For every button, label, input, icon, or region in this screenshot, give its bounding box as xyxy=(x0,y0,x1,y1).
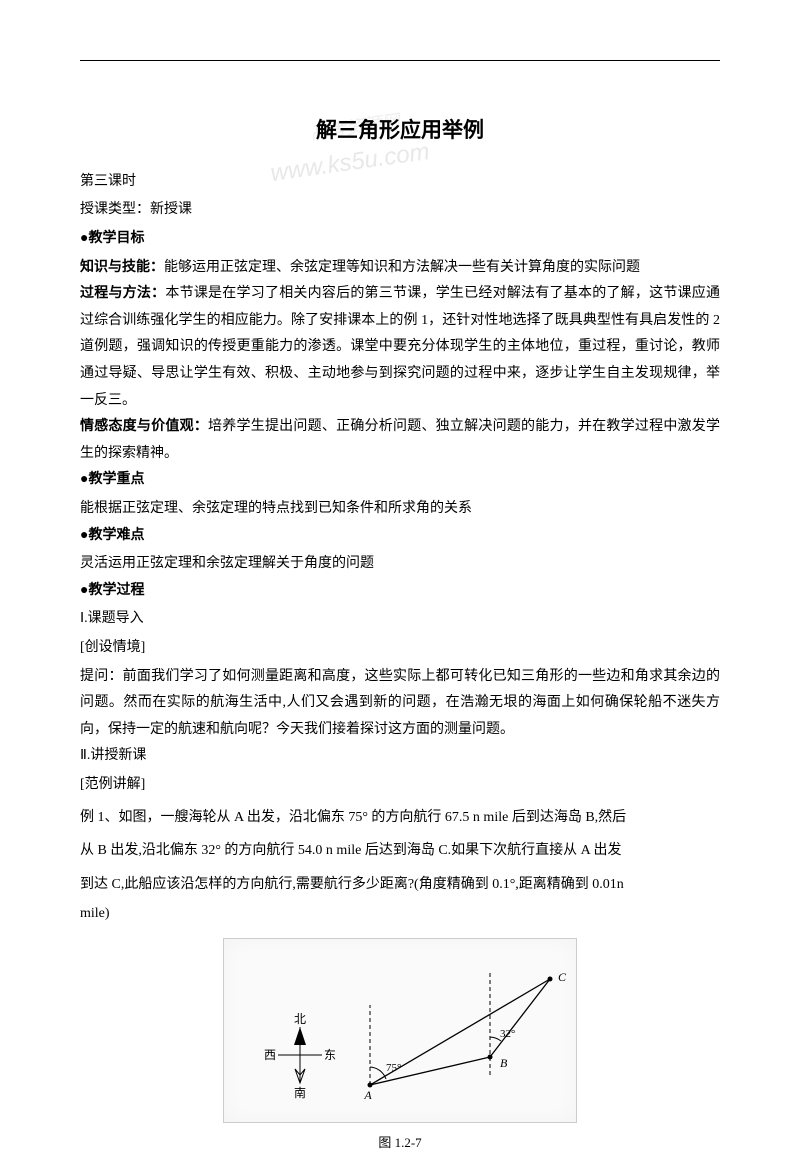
figure-caption: 图 1.2-7 xyxy=(80,1131,720,1155)
process-part1-num: Ⅰ.课题导入 xyxy=(80,606,720,633)
top-rule xyxy=(80,60,720,61)
svg-text:西: 西 xyxy=(264,1048,276,1062)
example-line3: 到达 C,此船应该沿怎样的方向航行,需要航行多少距离?(角度精确到 0.1°,距… xyxy=(80,868,720,902)
svg-text:南: 南 xyxy=(294,1085,306,1100)
course-type: 授课类型：新授课 xyxy=(80,197,720,224)
goal-attitude: 情感态度与价值观：培养学生提出问题、正确分析问题、独立解决问题的能力，并在教学过… xyxy=(80,414,720,467)
section-keypoint-header: ●教学重点 xyxy=(80,467,720,494)
process-part2-num: Ⅱ.讲授新课 xyxy=(80,743,720,770)
attitude-label: 情感态度与价值观： xyxy=(80,419,208,434)
process-part2-sub: [范例讲解] xyxy=(80,772,720,799)
svg-text:北: 北 xyxy=(294,1012,306,1026)
navigation-diagram: 北南 西 东 A B C 75° 32° xyxy=(230,945,570,1105)
section-goal-header: ●教学目标 xyxy=(80,226,720,253)
keypoint-text: 能根据正弦定理、余弦定理的特点找到已知条件和所求角的关系 xyxy=(80,496,720,523)
example-line1: 例 1、如图，一艘海轮从 A 出发，沿北偏东 75° 的方向航行 67.5 n … xyxy=(80,801,720,835)
knowledge-label: 知识与技能： xyxy=(80,260,164,275)
process-text: 本节课是在学习了相关内容后的第三节课，学生已经对解法有了基本的了解，这节课应通过… xyxy=(80,286,720,407)
goal-process: 过程与方法：本节课是在学习了相关内容后的第三节课，学生已经对解法有了基本的了解，… xyxy=(80,281,720,414)
svg-text:B: B xyxy=(500,1056,508,1070)
svg-text:C: C xyxy=(558,970,567,984)
document-content: 解三角形应用举例 第三课时 授课类型：新授课 ●教学目标 知识与技能：能够运用正… xyxy=(80,111,720,1155)
example-line2: 从 B 出发,沿北偏东 32° 的方向航行 54.0 n mile 后达到海岛 … xyxy=(80,834,720,868)
svg-text:东: 东 xyxy=(324,1048,336,1062)
section-process-header: ●教学过程 xyxy=(80,578,720,605)
knowledge-text: 能够运用正弦定理、余弦定理等知识和方法解决一些有关计算角度的实际问题 xyxy=(164,260,640,275)
svg-text:32°: 32° xyxy=(500,1028,515,1040)
section-difficulty-header: ●教学难点 xyxy=(80,523,720,550)
svg-text:75°: 75° xyxy=(386,1062,401,1074)
process-part1-sub: [创设情境] xyxy=(80,635,720,662)
goal-knowledge: 知识与技能：能够运用正弦定理、余弦定理等知识和方法解决一些有关计算角度的实际问题 xyxy=(80,255,720,282)
figure-container: 北南 西 东 A B C 75° 32° 图 1.2-7 xyxy=(80,938,720,1155)
svg-text:A: A xyxy=(363,1088,372,1102)
figure-box: 北南 西 东 A B C 75° 32° xyxy=(223,938,577,1123)
difficulty-text: 灵活运用正弦定理和余弦定理解关于角度的问题 xyxy=(80,551,720,578)
process-part1-text: 提问：前面我们学习了如何测量距离和高度，这些实际上都可转化已知三角形的一些边和角… xyxy=(80,664,720,744)
example-line4: mile) xyxy=(80,901,720,928)
page-title: 解三角形应用举例 xyxy=(80,111,720,151)
lesson-number: 第三课时 xyxy=(80,169,720,196)
process-label: 过程与方法： xyxy=(80,286,165,301)
